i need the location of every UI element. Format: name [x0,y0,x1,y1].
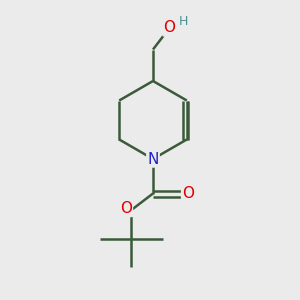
Text: O: O [164,20,175,35]
Text: O: O [182,186,194,201]
Text: O: O [120,201,132,216]
Text: N: N [147,152,159,166]
Text: H: H [179,15,189,28]
